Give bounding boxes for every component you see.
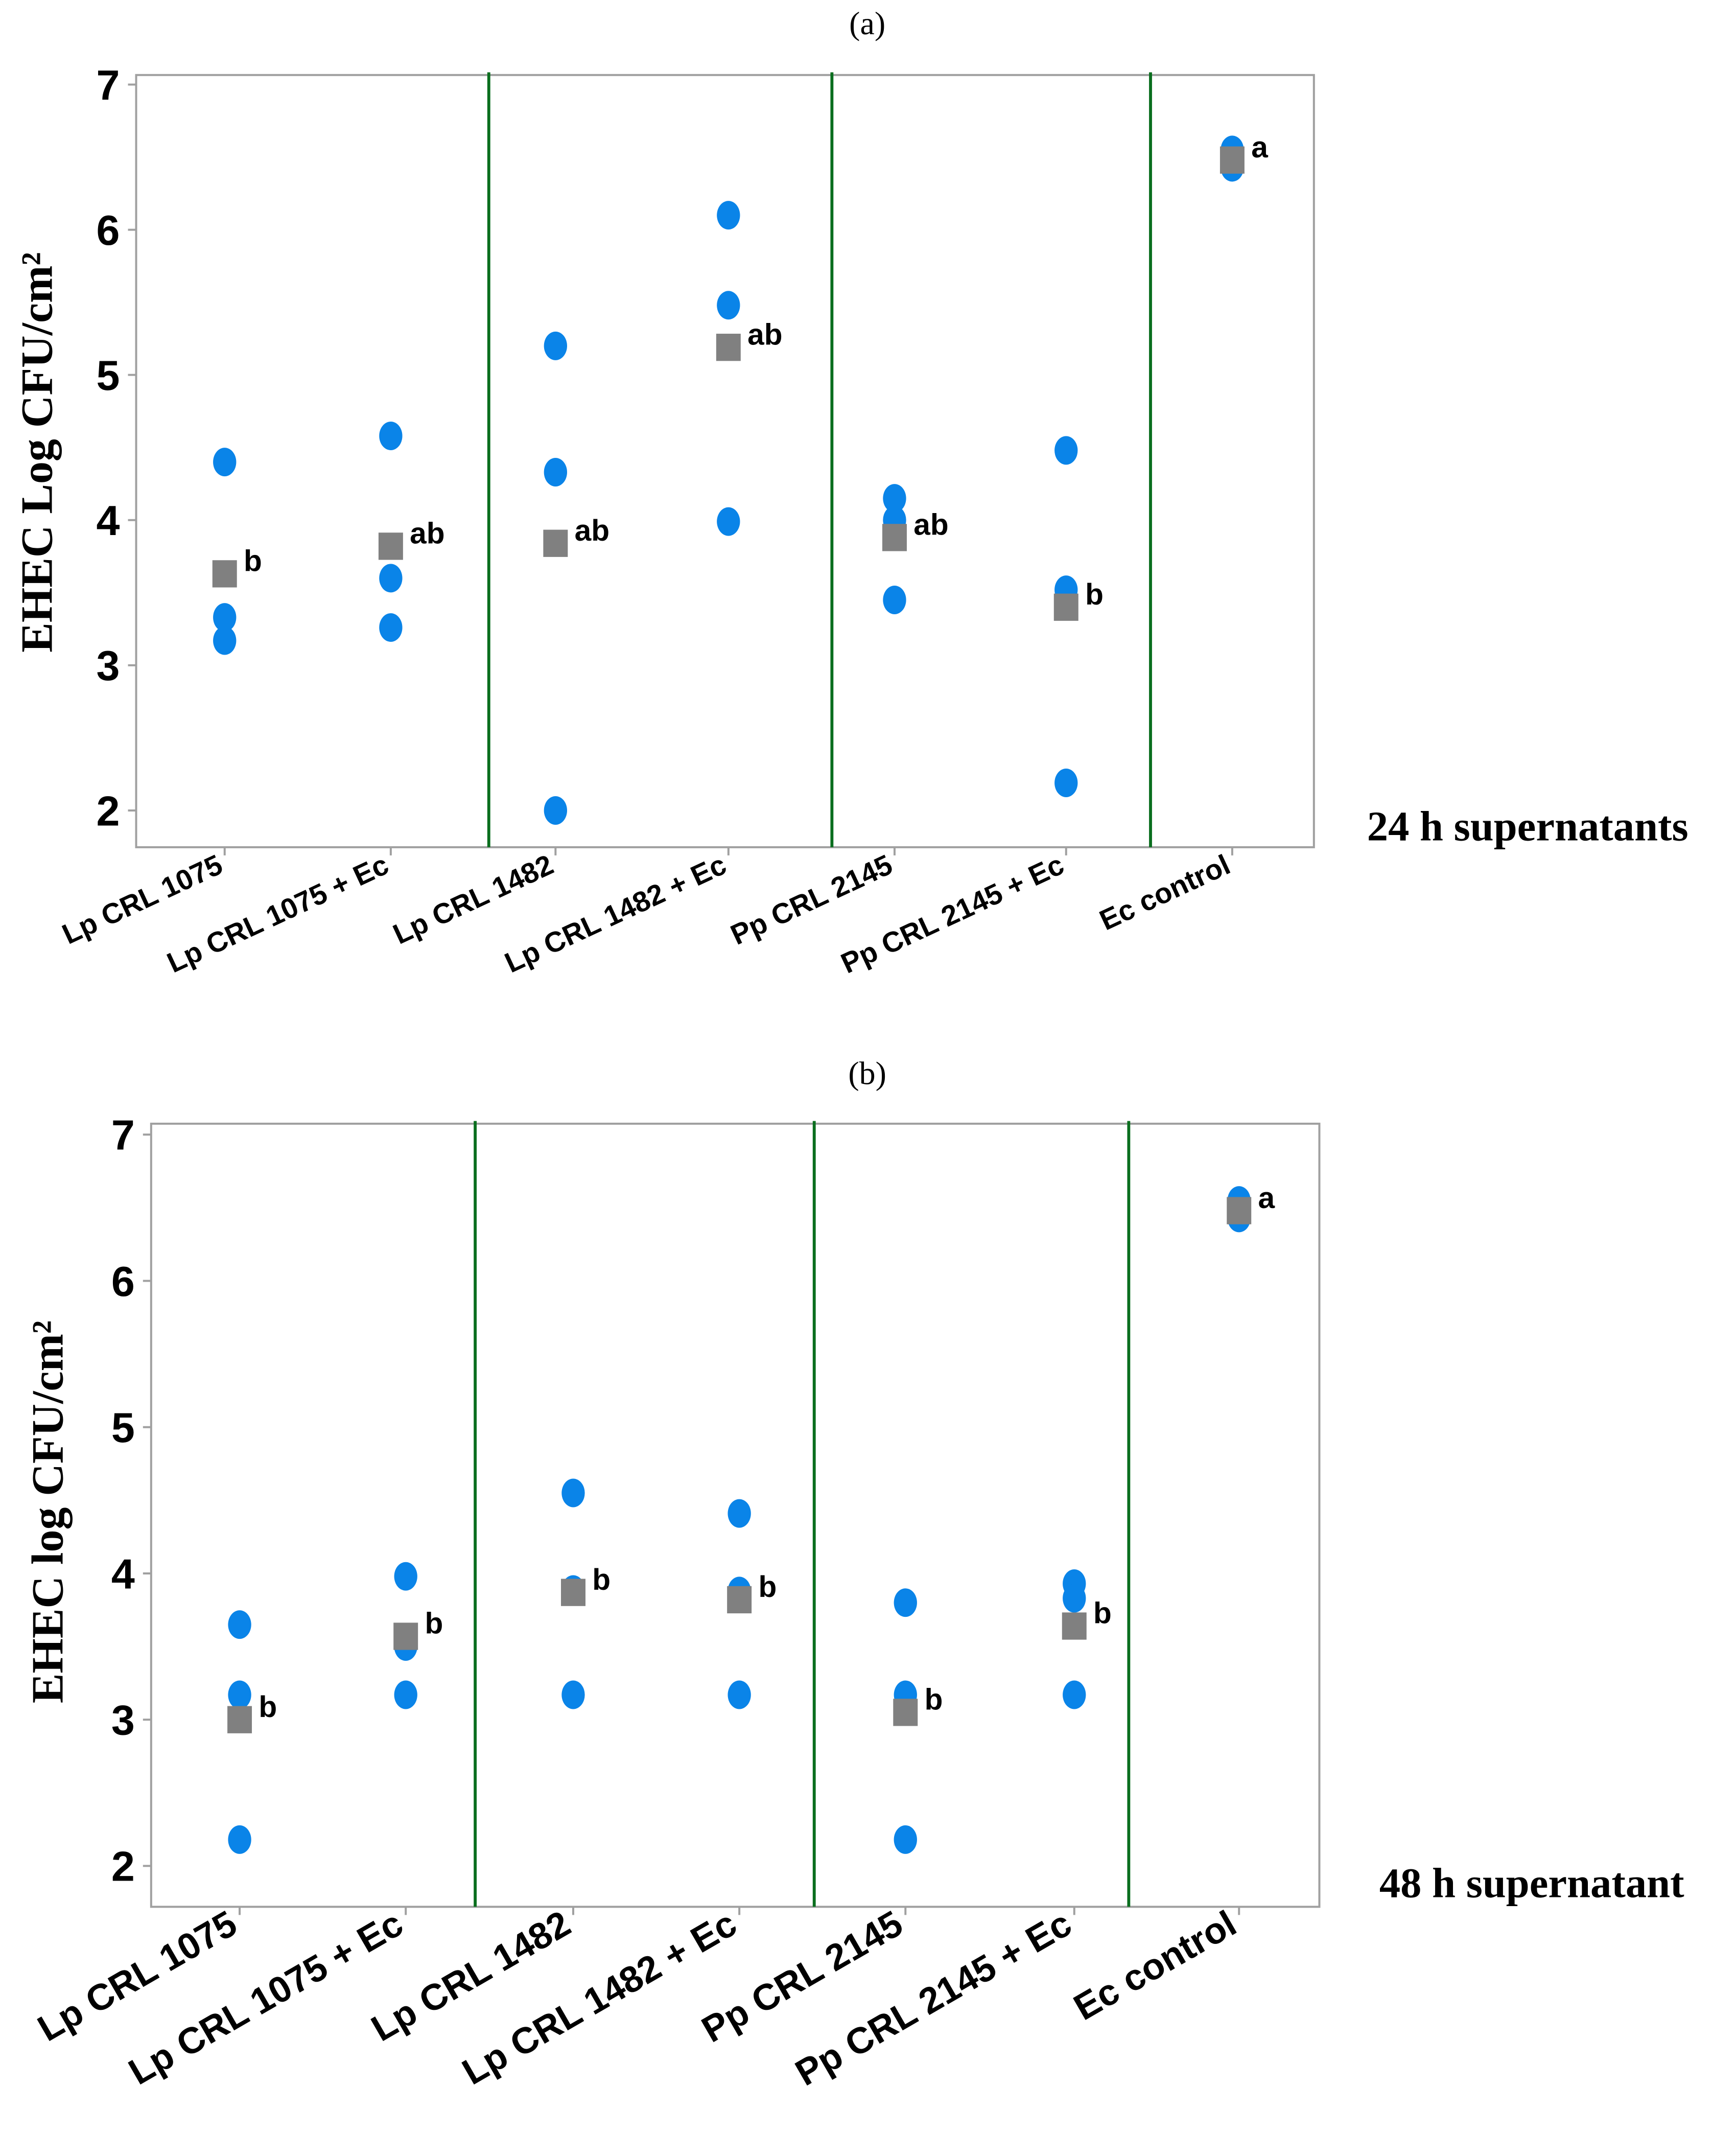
plot-frame [135,74,1315,848]
data-point [213,448,237,477]
plot-frame [150,1122,1321,1908]
data-point [561,1680,585,1709]
data-point [394,1680,417,1709]
significance-letter: ab [913,508,948,542]
y-tick-label: 4 [97,497,120,544]
panel-label: (a) [849,5,885,41]
panel-b: (b) 48 h supernatant EHEC log CFU/cm² 2 3… [24,1055,1684,2094]
mean-marker [1053,593,1078,621]
panel-label: (b) [848,1055,886,1092]
mean-marker [212,560,237,588]
x-tick-label: Lp CRL 1075 + Ec [122,1903,410,2093]
y-axis-title: EHEC log CFU/cm² [24,1320,73,1703]
mean-marker [893,1699,918,1726]
y-tick-label: 2 [97,787,120,834]
mean-marker [1062,1612,1087,1640]
mean-marker [378,532,403,560]
mean-marker [393,1622,418,1650]
significance-letter: a [1258,1181,1275,1215]
x-tick-label: Ec control [1094,848,1235,937]
data-point [1054,436,1078,465]
data-point [394,1562,417,1591]
data-point [717,201,740,230]
data-point [883,586,906,615]
significance-letter: b [925,1683,943,1717]
y-tick-label: 3 [111,1696,135,1744]
data-point [213,626,237,655]
significance-letter: b [244,545,262,578]
data-point [379,422,403,450]
x-tick-label: Lp CRL 1482 + Ec [456,1903,743,2093]
x-tick-label: Ec control [1067,1903,1244,2028]
mean-marker [882,524,907,551]
data-point [228,1825,251,1854]
side-label: 48 h supernatant [1379,1860,1684,1907]
mean-marker [227,1706,252,1733]
data-point [1063,1584,1086,1613]
data-point [1063,1680,1086,1709]
x-tick-label: Pp CRL 2145 + Ec [789,1903,1078,2094]
data-point [1054,768,1078,797]
significance-letter: b [425,1607,443,1640]
significance-letter: b [1085,578,1104,611]
side-label: 24 h supernatants [1367,803,1688,850]
y-tick-label: 6 [97,206,120,254]
data-point [894,1588,917,1617]
data-point [894,1825,917,1854]
significance-letter: b [758,1570,777,1604]
data-point [883,484,906,513]
mean-marker [543,529,568,557]
significance-letter: b [259,1690,277,1724]
y-tick-label: 6 [111,1258,135,1305]
data-point [544,796,568,825]
y-axis-title: EHEC Log CFU/cm² [12,252,62,653]
data-point [717,291,740,320]
significance-letter: b [592,1563,611,1596]
y-tick-label: 2 [111,1843,135,1890]
significance-letter: ab [410,517,444,550]
mean-marker [727,1586,752,1614]
significance-letter: ab [747,318,782,351]
data-point [213,603,237,632]
data-point [379,613,403,642]
data-point [717,507,740,536]
mean-marker [561,1579,585,1606]
y-tick-label: 5 [111,1404,135,1451]
panel-a: (a) 24 h supernatants EHEC Log CFU/cm² 2… [12,5,1688,980]
significance-letter: a [1251,131,1268,164]
y-tick-label: 5 [97,352,120,399]
y-tick-label: 4 [111,1550,135,1597]
data-point [379,564,403,593]
y-tick-label: 3 [97,642,120,689]
mean-marker [716,334,741,361]
data-point [228,1680,251,1709]
mean-marker [1227,1197,1252,1224]
significance-letter: b [1093,1597,1112,1630]
data-point [228,1610,251,1639]
data-point [544,331,568,360]
data-point [561,1478,585,1508]
data-point [728,1680,751,1709]
y-tick-label: 7 [97,61,120,109]
y-tick-label: 7 [111,1111,135,1159]
data-point [544,458,568,486]
mean-marker [1219,146,1245,174]
data-point [728,1499,751,1528]
significance-letter: ab [575,514,609,547]
